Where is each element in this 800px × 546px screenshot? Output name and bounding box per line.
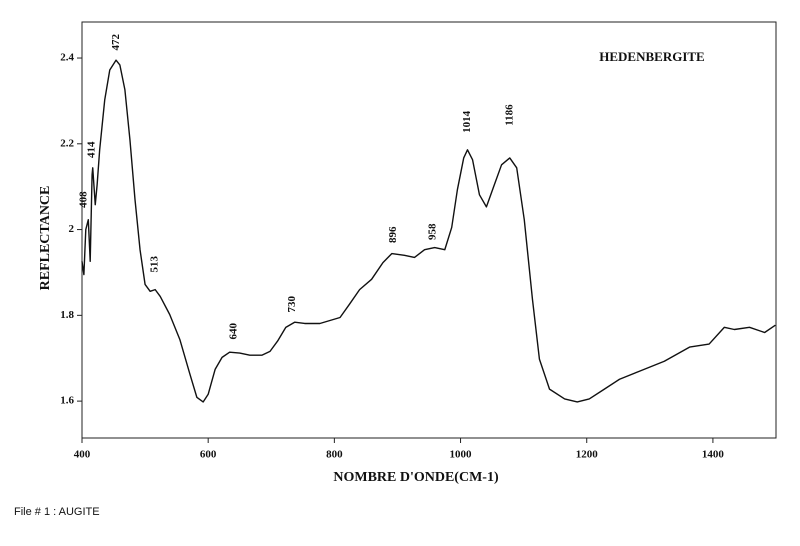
peak-label: 1014 bbox=[461, 110, 473, 132]
peak-label: 408 bbox=[77, 191, 89, 208]
peak-label: 640 bbox=[228, 322, 240, 339]
y-tick-label: 1.6 bbox=[60, 395, 74, 407]
y-tick-label: 2.2 bbox=[60, 137, 74, 149]
spectrum-line bbox=[81, 59, 776, 403]
footer: File # 1 : AUGITE bbox=[14, 506, 100, 518]
peak-label: 730 bbox=[286, 295, 298, 312]
peak-label: 1186 bbox=[503, 104, 515, 126]
peak-label: 414 bbox=[86, 141, 98, 158]
peak-label: 896 bbox=[387, 226, 399, 243]
x-tick-label: 400 bbox=[74, 449, 91, 461]
x-axis-label: NOMBRE D'ONDE(CM-1) bbox=[333, 470, 499, 485]
peak-label: 472 bbox=[110, 33, 122, 50]
chart-title: HEDENBERGITE bbox=[599, 49, 704, 64]
peak-label: 958 bbox=[426, 223, 438, 240]
y-tick-label: 1.8 bbox=[60, 309, 74, 321]
y-tick-label: 2.4 bbox=[60, 52, 74, 64]
y-axis-label: REFLECTANCE bbox=[38, 186, 53, 291]
x-tick-label: 1000 bbox=[450, 449, 473, 461]
y-tick-label: 2 bbox=[69, 223, 75, 235]
x-tick-label: 600 bbox=[200, 449, 217, 461]
x-tick-label: 1200 bbox=[576, 449, 599, 461]
peak-label: 513 bbox=[149, 256, 161, 273]
x-tick-label: 1400 bbox=[702, 449, 725, 461]
x-tick-label: 800 bbox=[326, 449, 343, 461]
